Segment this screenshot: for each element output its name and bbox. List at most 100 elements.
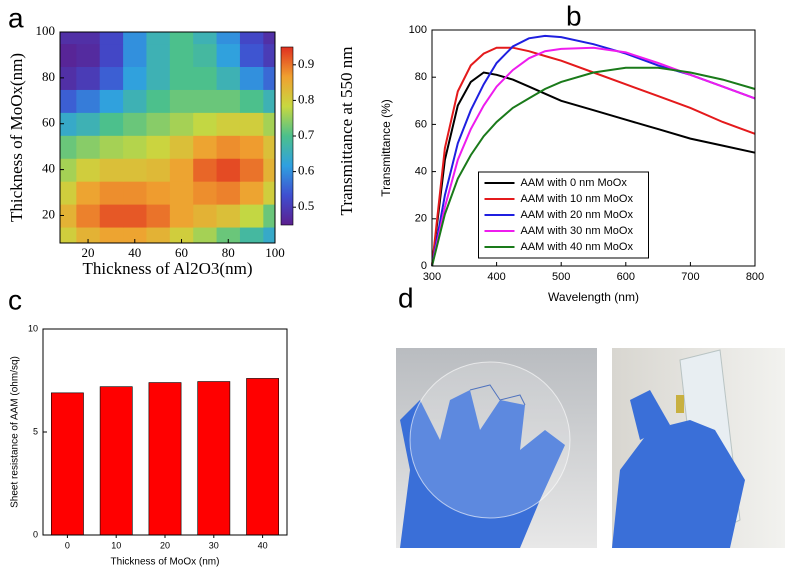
heatmap-cell bbox=[76, 112, 101, 136]
heatmap-cell bbox=[146, 181, 171, 205]
heatmap-cell bbox=[76, 204, 101, 228]
y-tick-label: 60 bbox=[415, 118, 427, 130]
y-tick-label: 100 bbox=[36, 23, 56, 38]
heatmap-cell bbox=[216, 66, 241, 90]
heatmap-cell bbox=[239, 89, 264, 113]
legend-label: AAM with 10 nm MoOx bbox=[521, 193, 634, 205]
colorbar bbox=[280, 46, 294, 226]
heatmap-cell bbox=[123, 135, 148, 159]
y-tick-label: 5 bbox=[33, 426, 38, 436]
heatmap-cell bbox=[169, 66, 194, 90]
heatmap-cell bbox=[193, 181, 218, 205]
legend-label: AAM with 0 nm MoOx bbox=[521, 177, 628, 189]
x-tick-label: 60 bbox=[175, 245, 188, 260]
y-tick-label: 60 bbox=[42, 115, 55, 130]
y-tick-label: 100 bbox=[409, 24, 427, 36]
x-tick-label: 100 bbox=[265, 245, 285, 260]
y-tick-label: 20 bbox=[42, 206, 55, 221]
heatmap-cell bbox=[169, 32, 194, 45]
heatmap-cell bbox=[239, 66, 264, 90]
colorbar-tick-label: 0.7 bbox=[298, 127, 315, 142]
heatmap-cell bbox=[169, 181, 194, 205]
heatmap-cell bbox=[76, 89, 101, 113]
heatmap-cell bbox=[193, 226, 218, 243]
heatmap-cell bbox=[99, 135, 124, 159]
heatmap-cell bbox=[99, 204, 124, 228]
heatmap-cell bbox=[99, 89, 124, 113]
heatmap-cell bbox=[60, 181, 77, 205]
bar bbox=[99, 386, 133, 536]
heatmap-cell bbox=[169, 226, 194, 243]
x-tick-label: 40 bbox=[258, 540, 268, 550]
heatmap-cell bbox=[169, 43, 194, 68]
bar bbox=[148, 382, 182, 536]
x-tick-label: 80 bbox=[222, 245, 235, 260]
bar bbox=[197, 381, 231, 536]
heatmap-cell bbox=[146, 32, 171, 45]
y-tick-label: 80 bbox=[42, 69, 55, 84]
heatmap-cell bbox=[169, 112, 194, 136]
heatmap-cell bbox=[263, 204, 275, 228]
heatmap-cell bbox=[193, 158, 218, 182]
y-tick-label: 40 bbox=[42, 161, 55, 176]
heatmap-cell bbox=[216, 204, 241, 228]
y-axis-label: Transmittance (%) bbox=[379, 99, 393, 197]
heatmap-cell bbox=[239, 43, 264, 68]
heatmap-cell bbox=[99, 226, 124, 243]
line bbox=[431, 46, 756, 267]
heatmap-cell bbox=[263, 89, 275, 113]
heatmap-cell bbox=[99, 181, 124, 205]
heatmap-cell bbox=[193, 43, 218, 68]
heatmap-cell bbox=[76, 181, 101, 205]
heatmap-cell bbox=[146, 158, 171, 182]
heatmap-cell bbox=[216, 226, 241, 243]
heatmap-cell bbox=[263, 112, 275, 136]
x-tick-label: 20 bbox=[160, 540, 170, 550]
x-tick-label: 30 bbox=[209, 540, 219, 550]
colorbar-tick-label: 0.6 bbox=[298, 163, 315, 178]
x-tick-label: 400 bbox=[487, 271, 505, 283]
heatmap-cell bbox=[239, 158, 264, 182]
panel-label: c bbox=[8, 284, 22, 315]
y-axis-label: Thickness of MoOx(nm) bbox=[7, 53, 26, 222]
heatmap-cell bbox=[193, 204, 218, 228]
colorbar-label: Transmittance at 550 nm bbox=[337, 47, 356, 216]
heatmap-cell bbox=[239, 32, 264, 45]
heatmap-cell bbox=[146, 135, 171, 159]
heatmap-cell bbox=[216, 181, 241, 205]
heatmap-cell bbox=[99, 66, 124, 90]
heatmap-cell bbox=[76, 66, 101, 90]
heatmap-cell bbox=[146, 89, 171, 113]
colorbar-tick-label: 0.9 bbox=[298, 56, 314, 71]
colorbar-tick-label: 0.5 bbox=[298, 198, 314, 213]
heatmap-cell bbox=[123, 43, 148, 68]
heatmap-cell bbox=[123, 204, 148, 228]
y-tick-label: 0 bbox=[33, 529, 38, 539]
bar bbox=[50, 392, 84, 536]
heatmap-cell bbox=[216, 135, 241, 159]
x-tick-label: 0 bbox=[65, 540, 70, 550]
legend-label: AAM with 30 nm MoOx bbox=[521, 225, 634, 237]
x-tick-label: 500 bbox=[552, 271, 570, 283]
heatmap-cell bbox=[216, 89, 241, 113]
x-axis-label: Thickness of MoOx (nm) bbox=[111, 557, 220, 568]
heatmap-cell bbox=[216, 43, 241, 68]
heatmap-cell bbox=[146, 112, 171, 136]
heatmap-cell bbox=[239, 226, 264, 243]
heatmap-cell bbox=[146, 43, 171, 68]
heatmap-cell bbox=[146, 66, 171, 90]
heatmap-cell bbox=[263, 66, 275, 90]
photo-left bbox=[396, 348, 597, 548]
bar bbox=[246, 378, 280, 536]
heatmap-cell bbox=[123, 226, 148, 243]
heatmap-cell bbox=[146, 226, 171, 243]
heatmap-cell bbox=[169, 89, 194, 113]
heatmap-cell bbox=[123, 66, 148, 90]
x-axis-label: Thickness of Al2O3(nm) bbox=[83, 259, 253, 278]
heatmap-cell bbox=[60, 43, 77, 68]
heatmap-cell bbox=[239, 112, 264, 136]
heatmap-cell bbox=[76, 43, 101, 68]
line bbox=[431, 71, 756, 267]
heatmap-cell bbox=[239, 204, 264, 228]
heatmap-cell bbox=[60, 32, 77, 45]
